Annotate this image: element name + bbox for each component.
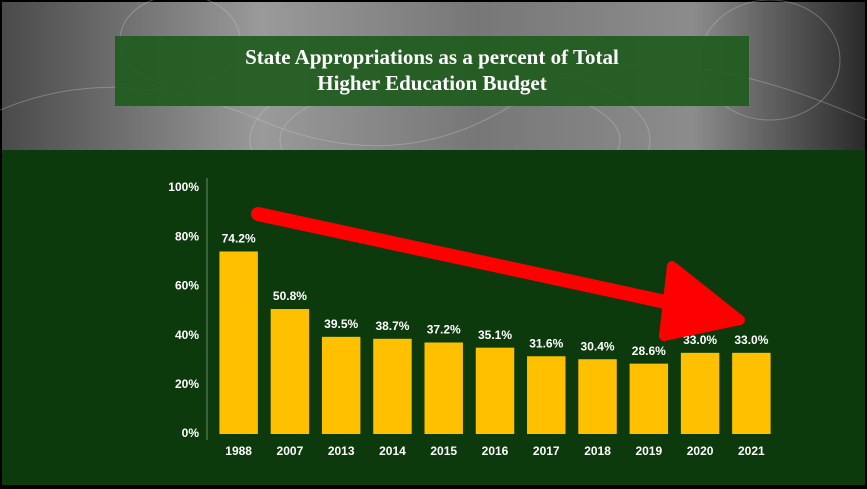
chart-title: State Appropriations as a percent of Tot… xyxy=(245,45,619,69)
bar xyxy=(680,352,720,434)
value-label: 30.4% xyxy=(581,339,615,353)
bar xyxy=(321,336,361,434)
bar xyxy=(578,359,617,434)
x-tick-label: 2017 xyxy=(533,444,560,458)
x-tick-label: 2020 xyxy=(687,444,714,458)
x-tick-label: 2019 xyxy=(635,444,662,458)
value-label: 38.7% xyxy=(375,319,409,333)
value-label: 33.0% xyxy=(683,333,717,347)
y-tick-label: 100% xyxy=(168,180,199,194)
y-tick-label: 40% xyxy=(175,328,199,342)
x-tick-label: 2015 xyxy=(430,444,457,458)
y-tick-label: 20% xyxy=(175,377,199,391)
bar xyxy=(475,347,515,434)
value-label: 31.6% xyxy=(529,336,563,350)
y-tick-label: 60% xyxy=(175,279,199,293)
bar xyxy=(219,251,258,434)
x-tick-label: 2021 xyxy=(738,444,765,458)
x-tick-label: 1988 xyxy=(225,444,252,458)
value-label: 33.0% xyxy=(734,333,768,347)
value-label: 74.2% xyxy=(222,232,256,246)
bar xyxy=(270,309,310,434)
value-label: 37.2% xyxy=(427,323,461,337)
bar xyxy=(629,363,669,434)
x-tick-label: 2016 xyxy=(482,444,509,458)
bar xyxy=(732,352,771,434)
value-label: 28.6% xyxy=(632,344,666,358)
bar xyxy=(424,342,463,434)
value-label: 35.1% xyxy=(478,328,512,342)
y-tick-label: 80% xyxy=(175,229,199,243)
title-box xyxy=(115,36,749,106)
y-tick-label: 0% xyxy=(182,426,200,440)
x-tick-label: 2018 xyxy=(584,444,611,458)
value-label: 39.5% xyxy=(324,317,358,331)
bar xyxy=(373,338,412,434)
x-tick-label: 2014 xyxy=(379,444,406,458)
bar xyxy=(527,356,566,434)
x-tick-label: 2007 xyxy=(277,444,304,458)
value-label: 50.8% xyxy=(273,289,307,303)
trend-arrow xyxy=(251,207,745,341)
chart-title: Higher Education Budget xyxy=(317,71,546,95)
x-tick-label: 2013 xyxy=(328,444,355,458)
plot: 0% 20% 40% 60% 80% 100% 74.2% 1988 50.8% 2007 39.5… xyxy=(168,180,771,458)
